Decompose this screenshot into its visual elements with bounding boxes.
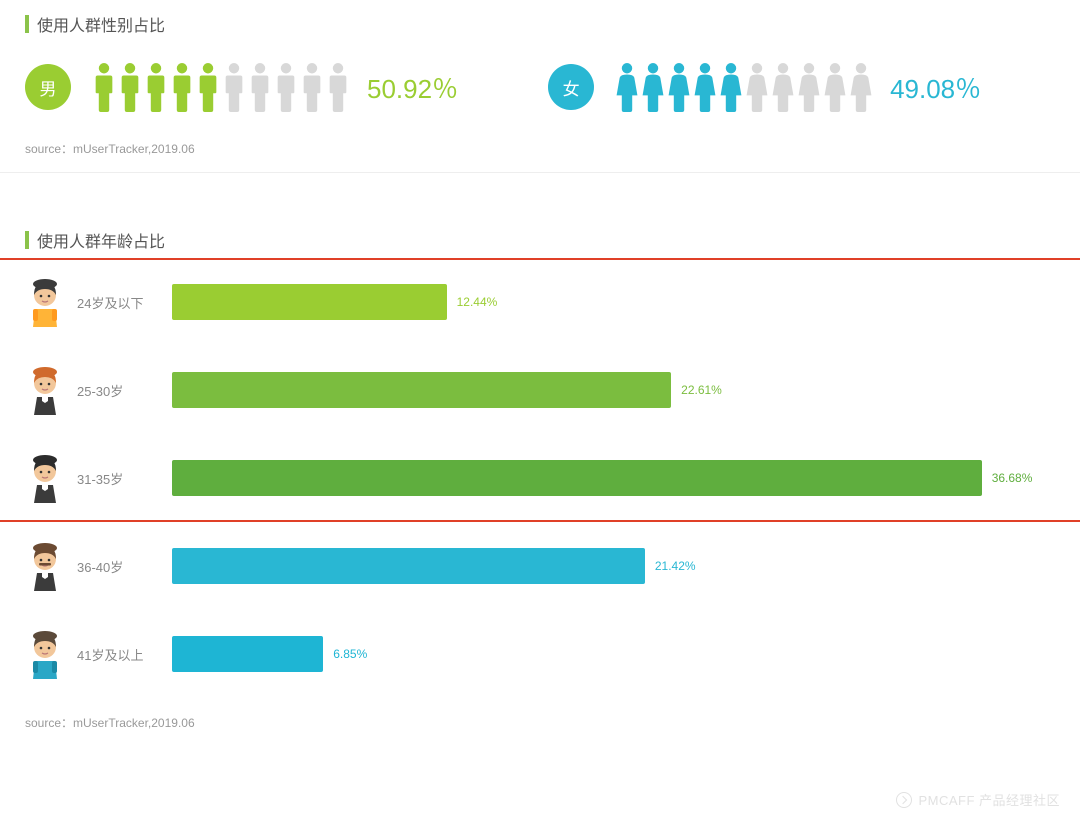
age-bar-track: 36.68% xyxy=(172,460,1055,496)
age-bar-track: 12.44% xyxy=(172,284,1055,320)
female-person-icon xyxy=(642,62,664,112)
male-person-icon xyxy=(197,62,219,112)
section-divider xyxy=(0,172,1080,173)
male-person-icon xyxy=(171,62,193,112)
age-avatar-icon xyxy=(25,453,65,503)
male-person-icon xyxy=(249,62,271,112)
female-person-icon xyxy=(824,62,846,112)
female-person-icon xyxy=(694,62,716,112)
male-percent: 50.92％ xyxy=(367,69,458,106)
male-block: 男 50.92％ xyxy=(25,62,458,112)
age-value-label: 6.85% xyxy=(333,647,367,661)
male-person-icon xyxy=(301,62,323,112)
female-icons-row xyxy=(616,62,872,112)
age-avatar-icon xyxy=(25,365,65,415)
female-person-icon xyxy=(668,62,690,112)
female-person-icon xyxy=(850,62,872,112)
female-person-icon xyxy=(772,62,794,112)
age-row: 24岁及以下 12.44% xyxy=(25,272,1055,332)
female-block: 女 49.08％ xyxy=(548,62,981,112)
age-range-label: 31-35岁 xyxy=(77,469,172,488)
age-value-label: 12.44% xyxy=(457,295,498,309)
age-range-label: 24岁及以下 xyxy=(77,293,172,312)
male-person-icon xyxy=(275,62,297,112)
age-range-label: 25-30岁 xyxy=(77,381,172,400)
age-title-wrap: 使用人群年龄占比 xyxy=(0,228,1080,252)
age-source: source：mUserTracker,2019.06 xyxy=(25,714,1055,731)
male-icons-row xyxy=(93,62,349,112)
age-avatar-icon xyxy=(25,541,65,591)
age-value-label: 36.68% xyxy=(992,471,1033,485)
age-value-label: 22.61% xyxy=(681,383,722,397)
male-person-icon xyxy=(223,62,245,112)
age-bar-track: 22.61% xyxy=(172,372,1055,408)
watermark: PMCAFF 产品经理社区 xyxy=(896,790,1060,809)
age-range-label: 41岁及以上 xyxy=(77,645,172,664)
age-bar xyxy=(172,284,447,320)
age-bar-track: 6.85% xyxy=(172,636,1055,672)
title-accent-bar xyxy=(25,231,29,249)
male-person-icon xyxy=(119,62,141,112)
female-percent: 49.08％ xyxy=(890,69,981,106)
age-row: 25-30岁 22.61% xyxy=(25,360,1055,420)
age-avatar-icon xyxy=(25,629,65,679)
male-label-circle: 男 xyxy=(25,64,71,110)
male-person-icon xyxy=(327,62,349,112)
female-label-circle: 女 xyxy=(548,64,594,110)
age-row: 31-35岁 36.68% xyxy=(25,448,1055,508)
gender-row: 男 50.92％ 女 49.08％ xyxy=(25,56,1055,130)
watermark-text: PMCAFF 产品经理社区 xyxy=(918,790,1060,809)
age-source-wrap: source：mUserTracker,2019.06 xyxy=(0,714,1080,731)
watermark-logo-icon xyxy=(896,792,912,808)
age-avatar-icon xyxy=(25,277,65,327)
age-title-text: 使用人群年龄占比 xyxy=(37,228,165,252)
gender-section: 使用人群性别占比 男 50.92％ 女 49.08％ source：mUserT… xyxy=(0,12,1080,157)
gender-title: 使用人群性别占比 xyxy=(25,12,1055,36)
age-title: 使用人群年龄占比 xyxy=(25,228,1055,252)
female-person-icon xyxy=(798,62,820,112)
gender-title-text: 使用人群性别占比 xyxy=(37,12,165,36)
age-value-label: 21.42% xyxy=(655,559,696,573)
title-accent-bar xyxy=(25,15,29,33)
male-person-icon xyxy=(93,62,115,112)
gender-source: source：mUserTracker,2019.06 xyxy=(25,140,1055,157)
female-person-icon xyxy=(616,62,638,112)
age-bar xyxy=(172,636,323,672)
age-bar xyxy=(172,372,671,408)
female-person-icon xyxy=(720,62,742,112)
age-row: 36-40岁 21.42% xyxy=(25,536,1055,596)
age-bar xyxy=(172,548,645,584)
age-bar-track: 21.42% xyxy=(172,548,1055,584)
male-person-icon xyxy=(145,62,167,112)
age-range-label: 36-40岁 xyxy=(77,557,172,576)
female-person-icon xyxy=(746,62,768,112)
age-row: 41岁及以上 6.85% xyxy=(25,624,1055,684)
age-chart: 24岁及以下 12.44% 25-30岁 22.61% xyxy=(0,272,1080,684)
age-bar xyxy=(172,460,982,496)
